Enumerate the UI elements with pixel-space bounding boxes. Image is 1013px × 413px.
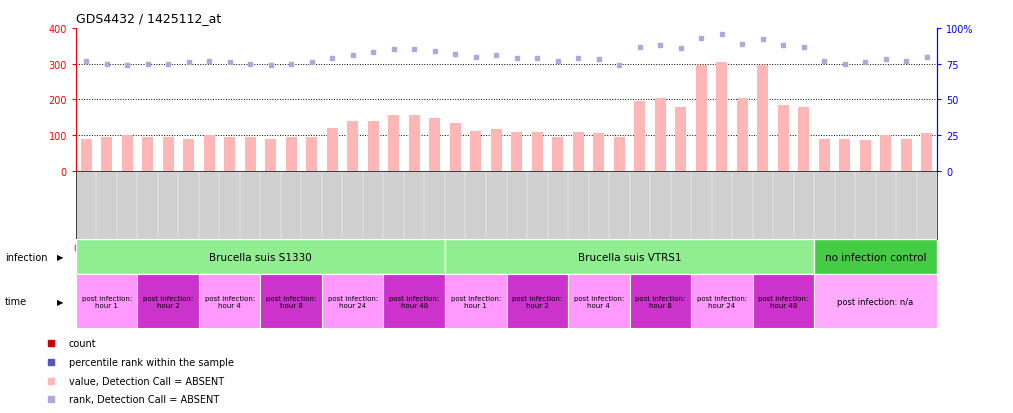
Bar [388, 116, 399, 171]
Text: count: count [69, 339, 96, 349]
Text: value, Detection Call = ABSENT: value, Detection Call = ABSENT [69, 376, 224, 386]
Text: post infection:
hour 8: post infection: hour 8 [635, 295, 686, 308]
Text: post infection:
hour 48: post infection: hour 48 [389, 295, 440, 308]
Bar [753, 275, 814, 328]
Bar [901, 139, 912, 171]
Bar [614, 138, 625, 171]
Bar [450, 123, 461, 171]
Bar [76, 275, 138, 328]
Text: Brucella suis S1330: Brucella suis S1330 [209, 252, 312, 262]
Bar [183, 139, 194, 171]
Bar [445, 275, 506, 328]
Bar [368, 121, 379, 171]
Bar [384, 275, 445, 328]
Bar [757, 66, 769, 171]
Bar [778, 105, 789, 171]
Bar [736, 98, 748, 171]
Bar [921, 134, 932, 171]
Text: infection: infection [5, 252, 48, 262]
Text: ▶: ▶ [58, 253, 64, 261]
Text: post infection:
hour 1: post infection: hour 1 [82, 295, 132, 308]
Text: post infection:
hour 48: post infection: hour 48 [758, 295, 808, 308]
Text: no infection control: no infection control [825, 252, 926, 262]
Bar [568, 275, 629, 328]
Text: Brucella suis VTRS1: Brucella suis VTRS1 [577, 252, 682, 262]
Text: post infection:
hour 24: post infection: hour 24 [327, 295, 378, 308]
Bar [594, 134, 605, 171]
Text: post infection:
hour 8: post infection: hour 8 [266, 295, 316, 308]
Bar [691, 275, 753, 328]
Text: time: time [5, 297, 27, 306]
Bar [860, 141, 871, 171]
Text: ▶: ▶ [58, 297, 64, 306]
Bar [122, 136, 133, 171]
Bar [675, 108, 687, 171]
Text: post infection:
hour 1: post infection: hour 1 [451, 295, 500, 308]
Text: percentile rank within the sample: percentile rank within the sample [69, 357, 234, 367]
Bar [572, 133, 583, 171]
Bar [506, 275, 568, 328]
Bar [347, 121, 359, 171]
Bar [260, 275, 322, 328]
Bar [532, 133, 543, 171]
Bar [244, 138, 256, 171]
Text: post infection:
hour 2: post infection: hour 2 [513, 295, 562, 308]
Bar [204, 136, 215, 171]
Bar [512, 133, 523, 171]
Bar [654, 98, 666, 171]
Bar [101, 138, 112, 171]
Bar [163, 138, 174, 171]
Bar [142, 138, 153, 171]
Bar [696, 66, 707, 171]
Bar [814, 275, 937, 328]
Text: post infection:
hour 4: post infection: hour 4 [205, 295, 255, 308]
Bar [408, 116, 419, 171]
Bar [430, 119, 441, 171]
Bar [286, 138, 297, 171]
Text: 0: 0 [73, 243, 79, 253]
Text: rank, Detection Call = ABSENT: rank, Detection Call = ABSENT [69, 394, 219, 404]
Bar [634, 102, 645, 171]
Bar [138, 275, 199, 328]
Bar [224, 138, 235, 171]
Bar [490, 129, 501, 171]
Bar [716, 63, 727, 171]
Text: post infection:
hour 24: post infection: hour 24 [697, 295, 747, 308]
Bar [322, 275, 384, 328]
Bar [814, 240, 937, 275]
Bar [81, 139, 92, 171]
Bar [265, 139, 277, 171]
Bar [839, 139, 850, 171]
Bar [819, 139, 830, 171]
Text: post infection: n/a: post infection: n/a [838, 297, 914, 306]
Text: post infection:
hour 4: post infection: hour 4 [573, 295, 624, 308]
Bar [629, 275, 691, 328]
Bar [798, 108, 809, 171]
Bar [306, 138, 317, 171]
Bar [199, 275, 260, 328]
Text: GDS4432 / 1425112_at: GDS4432 / 1425112_at [76, 12, 221, 25]
Bar [552, 138, 563, 171]
Bar [470, 131, 481, 171]
Bar [445, 240, 814, 275]
Bar [76, 240, 445, 275]
Bar [880, 136, 891, 171]
Text: post infection:
hour 2: post infection: hour 2 [143, 295, 193, 308]
Bar [326, 128, 338, 171]
